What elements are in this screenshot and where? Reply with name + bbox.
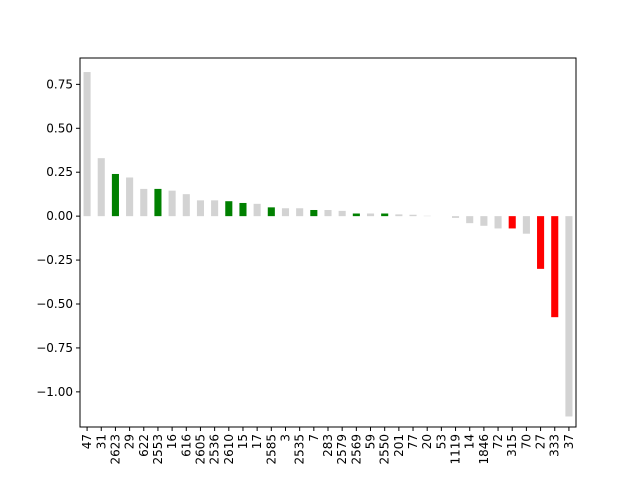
x-tick-label: 17 (250, 434, 264, 449)
x-tick-label: 77 (406, 434, 420, 449)
bar-622 (140, 188, 148, 217)
y-tick-label: −0.50 (36, 297, 73, 311)
y-tick-label: −1.00 (36, 385, 73, 399)
x-tick-label: 622 (137, 434, 151, 457)
bar-15 (239, 202, 247, 217)
bar-2579 (338, 210, 346, 217)
x-tick-label: 14 (463, 434, 477, 449)
x-tick-label: 2605 (193, 434, 207, 465)
bar-3 (281, 208, 290, 217)
x-tick-label: 1846 (477, 434, 491, 465)
y-tick-label: 0.25 (46, 165, 73, 179)
bar-2553 (154, 188, 162, 217)
bar-2536 (211, 200, 219, 217)
bar-70 (522, 216, 530, 234)
bar-31 (97, 158, 105, 217)
bar-2569 (352, 213, 360, 217)
x-tick-label: 37 (562, 434, 576, 449)
bar-37 (565, 216, 573, 417)
x-tick-label: 70 (519, 434, 533, 449)
bar-2610 (225, 201, 233, 217)
bar-333 (551, 216, 559, 318)
x-tick-label: 2623 (108, 434, 122, 465)
x-tick-label: 29 (123, 434, 137, 449)
x-tick-label: 616 (179, 434, 193, 457)
x-tick-label: 31 (94, 434, 108, 449)
x-tick-label: 7 (307, 434, 321, 442)
x-tick-label: 2585 (264, 434, 278, 465)
x-tick-label: 2536 (208, 434, 222, 465)
x-axis: 47 31 2623 29 622 2553 16 616 2605 2536 2610 15 17 25… (80, 427, 576, 465)
bar-16 (168, 190, 176, 217)
x-tick-label: 2610 (222, 434, 236, 465)
x-tick-label: 2553 (151, 434, 165, 465)
plot-frame (79, 57, 577, 428)
x-tick-label: 20 (420, 434, 434, 449)
x-tick-label: 53 (434, 434, 448, 449)
bar-1846 (480, 216, 488, 226)
bar-59 (366, 213, 375, 217)
x-tick-label: 27 (534, 434, 548, 449)
bar-315 (508, 216, 516, 229)
y-tick-label: 0.50 (46, 121, 73, 135)
x-tick-label: 2550 (378, 434, 392, 465)
x-tick-label: 2569 (349, 434, 363, 465)
bar-72 (494, 216, 502, 229)
bar-2550 (381, 213, 389, 217)
bars-group (83, 72, 573, 417)
bar-47 (83, 72, 91, 217)
bar-616 (182, 194, 190, 217)
y-tick-label: 0.75 (46, 77, 73, 91)
bar-77 (409, 214, 417, 217)
x-tick-label: 283 (321, 434, 335, 457)
x-tick-label: 201 (392, 434, 406, 457)
y-tick-label: −0.25 (36, 253, 73, 267)
y-tick-label: 0.00 (46, 209, 73, 223)
bar-2623 (111, 173, 119, 217)
x-tick-label: 2535 (293, 434, 307, 465)
x-tick-label: 15 (236, 434, 250, 449)
bar-7 (310, 209, 318, 217)
x-tick-label: 3 (278, 434, 292, 442)
bar-283 (324, 209, 332, 217)
x-tick-label: 47 (80, 434, 94, 449)
bar-27 (537, 216, 545, 269)
bar-17 (253, 203, 261, 217)
bar-29 (126, 177, 134, 217)
bar-14 (466, 216, 474, 224)
x-tick-label: 1119 (449, 434, 463, 465)
x-tick-label: 59 (364, 434, 378, 449)
x-tick-label: 333 (548, 434, 562, 457)
x-tick-label: 2579 (335, 434, 349, 465)
bar-1119 (452, 216, 460, 218)
y-tick-label: −0.75 (36, 341, 73, 355)
x-tick-label: 72 (491, 434, 505, 449)
y-axis: −1.00 −0.75 −0.50 −0.25 0.00 0.25 0.50 0.75 (36, 77, 80, 399)
bar-2605 (196, 200, 204, 217)
bar-201 (395, 214, 403, 217)
x-tick-label: 315 (505, 434, 519, 457)
bar-2585 (267, 207, 275, 217)
x-tick-label: 16 (165, 434, 179, 449)
bar-2535 (296, 208, 304, 217)
